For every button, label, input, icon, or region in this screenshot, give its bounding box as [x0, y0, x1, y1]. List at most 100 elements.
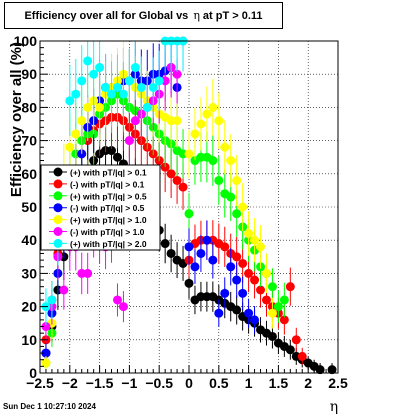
series-7-point [118, 89, 128, 99]
series-7-point [89, 69, 99, 79]
series-4-point [220, 288, 230, 298]
series-5-point [41, 358, 51, 368]
series-2-point [291, 335, 301, 345]
series-2-point [297, 351, 307, 361]
series-3-point [184, 209, 194, 219]
legend-marker [53, 191, 63, 201]
series-4-point [184, 242, 194, 252]
series-5-point [65, 142, 75, 152]
series-4-point [202, 235, 212, 245]
series-4-point [77, 149, 87, 159]
series-5-point [256, 242, 266, 252]
series-2-point [244, 268, 254, 278]
series-7-point [154, 76, 164, 86]
series-7-point [65, 96, 75, 106]
series-7-point [77, 76, 87, 86]
series-5-point [196, 119, 206, 129]
y-tick-label: 20 [21, 299, 37, 315]
axes: −2.5 −2 −1.5 −1 −0.5 0 0.5 1 1.5 2 2.5 0 10 20 30 40 50 6… [14, 33, 348, 391]
series-7-point [83, 56, 93, 66]
chart-title: Efficiency over all for Global vs η at p… [4, 2, 283, 29]
series-1-point [112, 152, 122, 162]
series-7-point [124, 76, 134, 86]
series-2-point [279, 315, 289, 325]
series-5-point [202, 109, 212, 119]
series-5-point [184, 149, 194, 159]
series-4-point [244, 308, 254, 318]
y-tick-label: 10 [21, 332, 37, 348]
legend-marker [53, 167, 63, 177]
series-2-point [238, 258, 248, 268]
x-axis-label: η [330, 399, 338, 414]
series-3-point [279, 295, 289, 305]
series-4-point [238, 288, 248, 298]
legend-entry-label: (+) with pT/|q| > 2.0 [70, 239, 147, 249]
series-5-point [267, 308, 277, 318]
x-tick-label: 0 [185, 375, 193, 391]
series-2-point [178, 182, 188, 192]
x-tick-label: −0.5 [145, 375, 173, 391]
series-5-point [190, 129, 200, 139]
series-2-point [250, 275, 260, 285]
series-7-point [95, 63, 105, 73]
y-tick-label: 0 [29, 365, 37, 381]
series-2-point [232, 252, 242, 262]
series-2-point [261, 295, 271, 305]
y-tick-label: 50 [21, 199, 37, 215]
y-tick-label: 40 [21, 232, 37, 248]
series-2-point [256, 285, 266, 295]
series-3-point [214, 175, 224, 185]
legend-marker [53, 227, 63, 236]
series-5-point [244, 229, 254, 239]
x-tick-label: 1 [245, 375, 253, 391]
series-5-point [214, 116, 224, 126]
series-1-point [166, 248, 176, 258]
series-4-point [208, 255, 218, 265]
series-5-point [220, 142, 230, 152]
x-tick-label: −2.5 [26, 375, 54, 391]
series-6-point [83, 268, 93, 278]
series-3-point [232, 209, 242, 219]
series-4-point [190, 262, 200, 272]
series-4-point [232, 275, 242, 285]
y-tick-label: 80 [21, 99, 37, 115]
series-3-point [208, 156, 218, 166]
chart-title-eta-symbol: η [193, 9, 200, 22]
series-1-point [160, 239, 170, 249]
series-6-point [41, 322, 51, 332]
x-tick-label: −1.5 [86, 375, 114, 391]
series-5-point [95, 102, 105, 112]
series-4-point [250, 315, 260, 325]
series-5-point [71, 129, 81, 139]
series-5-point [226, 156, 236, 166]
series-3-point [226, 192, 236, 202]
y-axis-label: Efficiency over all (%) [8, 42, 25, 197]
legend-entry-label: (-) with pT/|q| > 1.0 [70, 227, 145, 237]
series-7-point [148, 82, 158, 92]
chart-title-condition: at pT > 0.11 [202, 9, 263, 22]
series-3-point [273, 302, 283, 312]
y-tick-label: 60 [21, 166, 37, 182]
legend-entry-label: (+) with pT/|q| > 0.1 [70, 168, 147, 178]
x-tick-label: 1.5 [269, 375, 289, 391]
series-1-point [267, 331, 277, 341]
x-tick-label: 0.5 [209, 375, 229, 391]
x-tick-label: 2 [304, 375, 312, 391]
series-7-point [142, 102, 152, 112]
series-6-point [130, 116, 140, 126]
series-2-point [172, 175, 182, 185]
legend-entry-label: (+) with pT/|q| > 0.5 [70, 191, 147, 201]
series-7-point [107, 89, 117, 99]
series-2-point [220, 242, 230, 252]
series-1-point [285, 345, 295, 355]
series-7-point [136, 82, 146, 92]
y-tick-label: 30 [21, 265, 37, 281]
series-5-point [83, 102, 93, 112]
series-7-point [47, 295, 57, 305]
series-2-point [160, 162, 170, 172]
legend-marker [53, 238, 63, 248]
legend: (+) with pT/|q| > 0.1(-) with pT/|q| > 0… [40, 164, 161, 251]
series-7-point [130, 63, 140, 73]
series-7-point [71, 89, 81, 99]
